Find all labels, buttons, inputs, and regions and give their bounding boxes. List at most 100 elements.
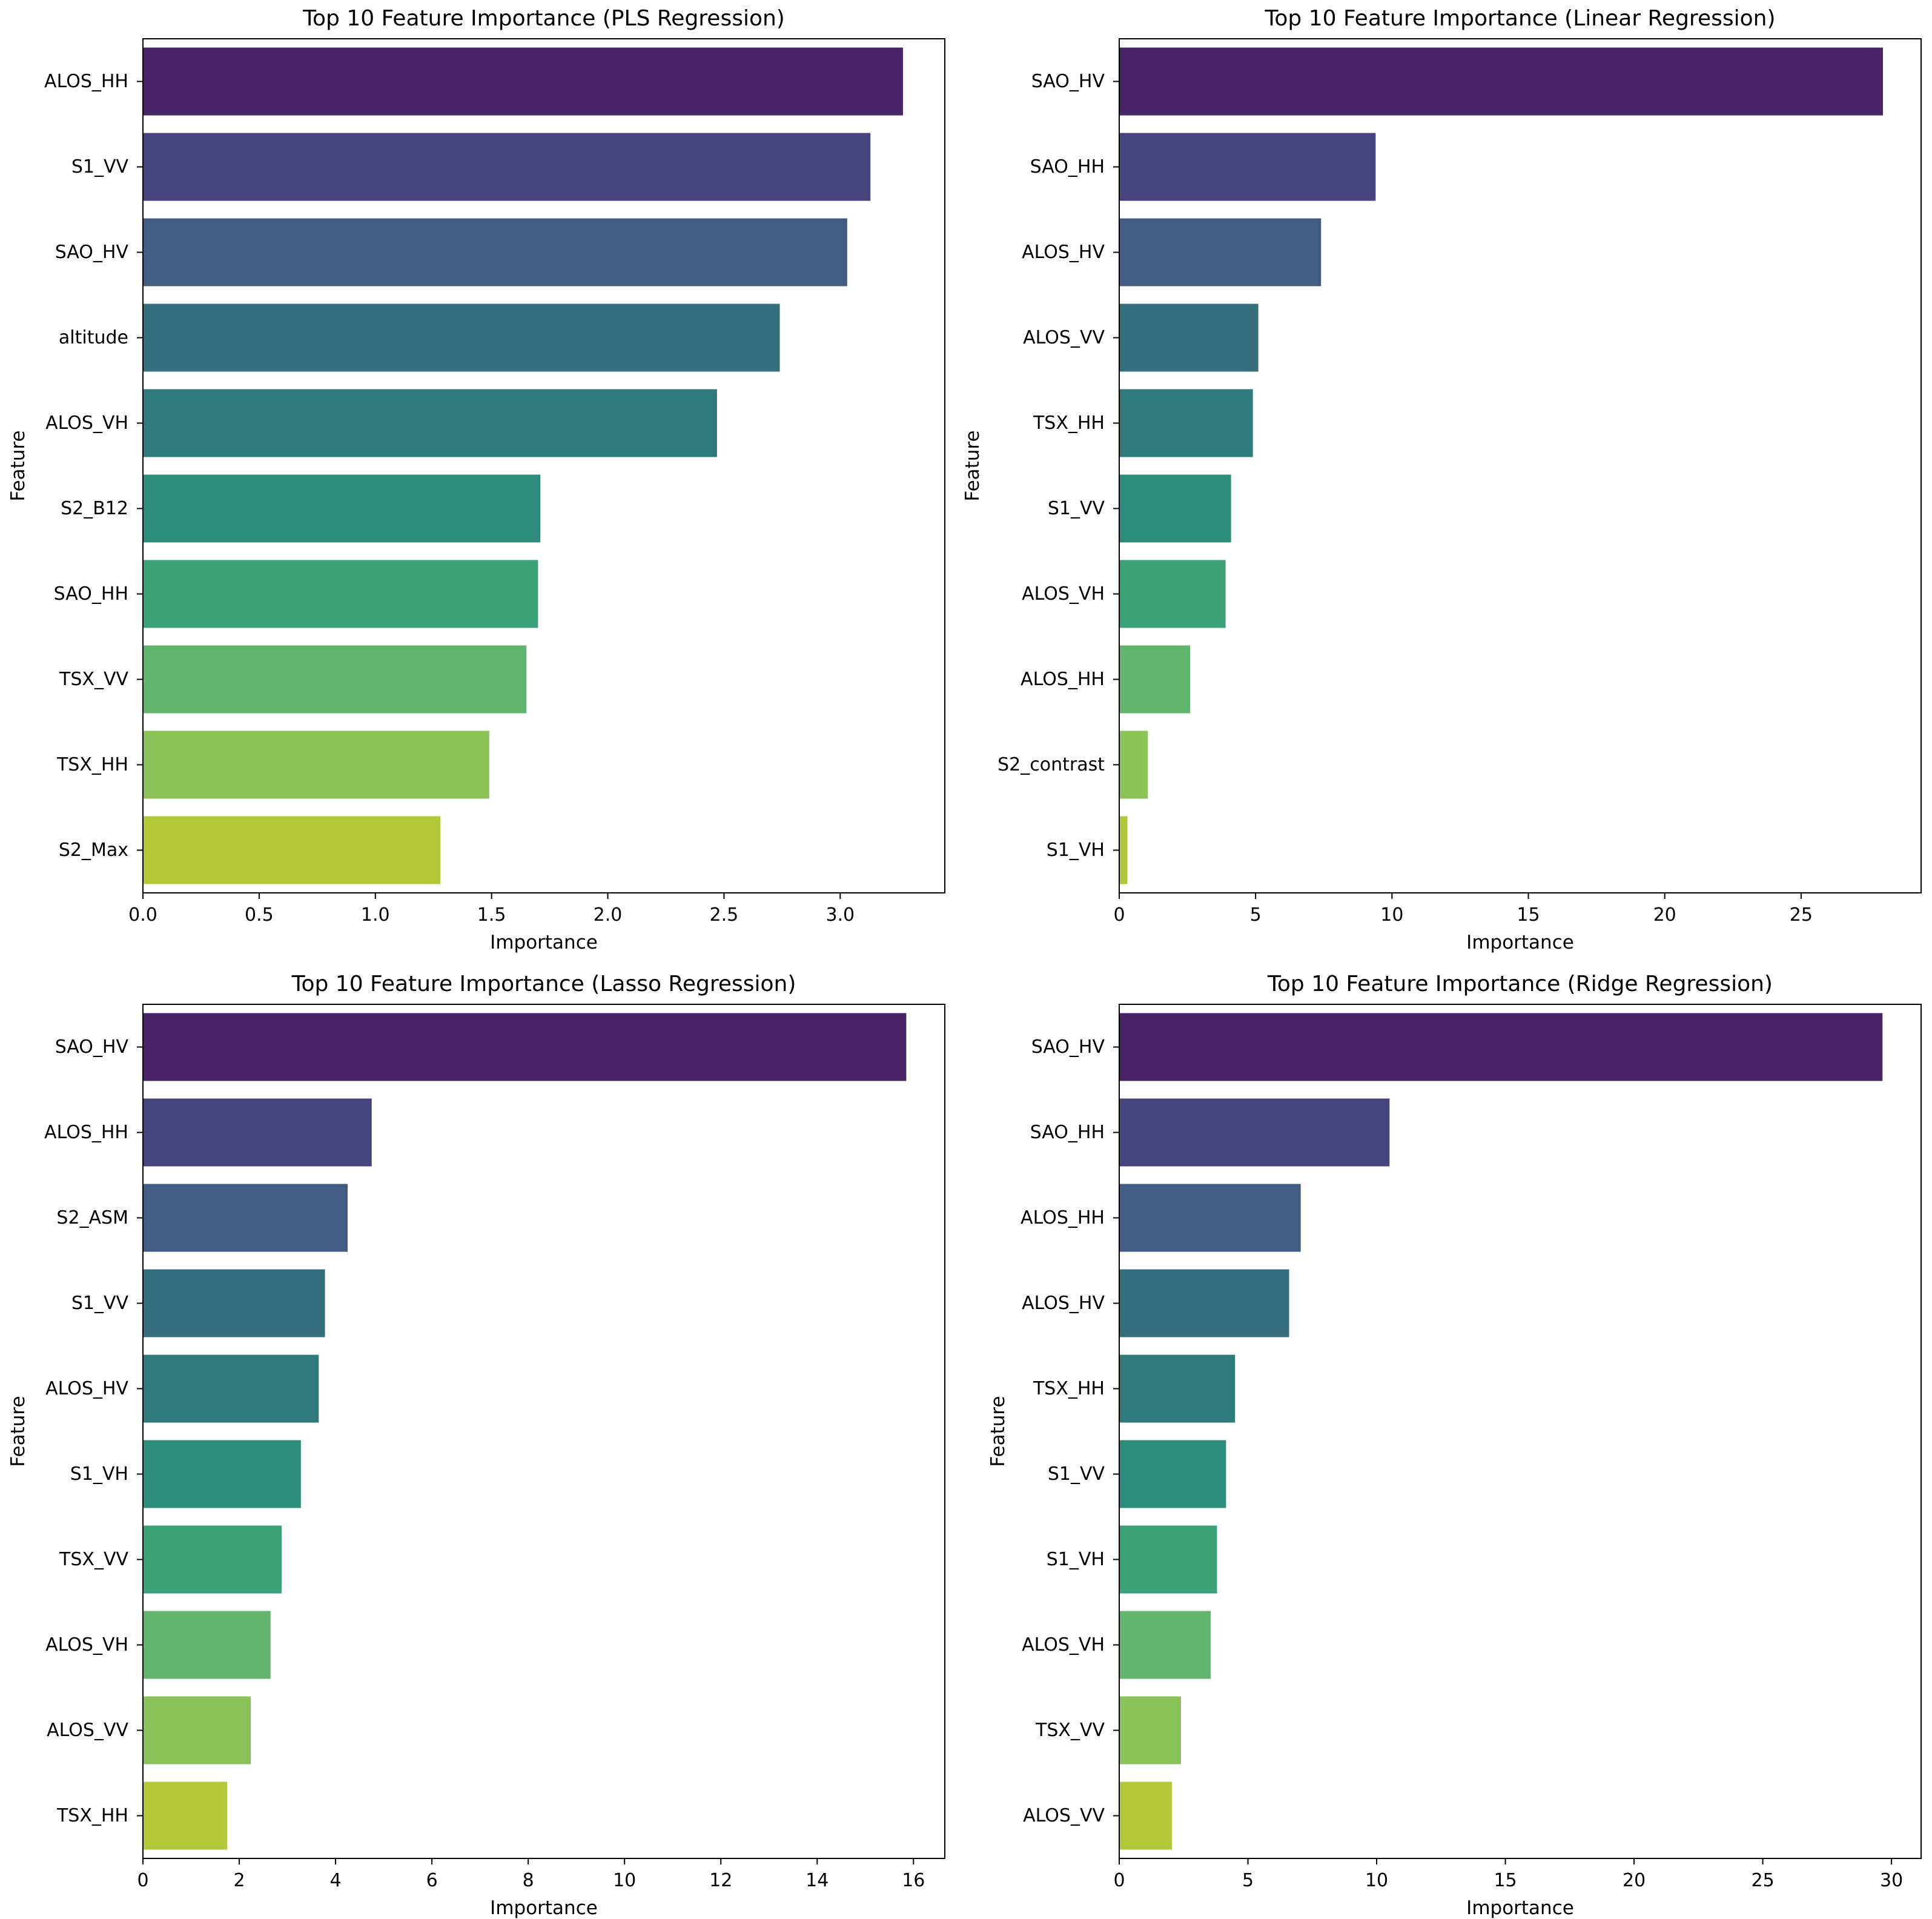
x-tick-label: 15 [1494, 1870, 1517, 1891]
bar [1119, 816, 1128, 884]
y-tick-label: ALOS_HH [44, 71, 128, 92]
bar [1119, 1013, 1883, 1081]
y-tick-group: SAO_HV SAO_HH ALOS_HV ALOS_VV TSX_HH S1_VV ALO… [997, 71, 1119, 861]
bar [143, 1781, 228, 1850]
y-tick-label: ALOS_HV [1022, 242, 1105, 263]
x-tick-label: 3.0 [825, 904, 855, 926]
bar [1119, 1098, 1390, 1167]
bar [143, 816, 441, 884]
bar [1119, 1440, 1226, 1508]
y-tick-label: ALOS_HH [1021, 669, 1105, 690]
y-tick-label: TSX_HH [1033, 1378, 1105, 1399]
y-tick-label: ALOS_VV [1023, 327, 1105, 348]
bar [143, 560, 538, 628]
x-tick-label: 25 [1790, 904, 1813, 926]
x-tick-label: 4 [330, 1870, 342, 1891]
y-tick-label: TSX_HH [56, 1805, 128, 1826]
y-tick-label: ALOS_VH [1022, 583, 1105, 605]
x-tick-label: 0.0 [128, 904, 157, 926]
axes-frame [142, 1004, 945, 1859]
y-tick-label: S1_VV [1048, 498, 1105, 519]
x-axis-label: Importance [490, 1897, 598, 1919]
y-tick-label: S2_ASM [56, 1207, 128, 1228]
bar [143, 1013, 907, 1081]
bar [1119, 1525, 1217, 1594]
x-axis-label: Importance [1466, 932, 1574, 953]
y-tick-label: ALOS_HV [1022, 1293, 1105, 1314]
y-tick-label: ALOS_VV [1023, 1805, 1105, 1826]
y-tick-label: S2_contrast [997, 754, 1105, 775]
y-axis-label: Feature [7, 430, 29, 501]
y-tick-label: TSX_VV [59, 669, 128, 690]
x-tick-group: 0 2 4 6 8 10 12 14 16 [137, 1858, 925, 1891]
axes-frame [1119, 1004, 1922, 1859]
y-axis-label: Feature [987, 1396, 1009, 1467]
x-tick-label: 15 [1517, 904, 1540, 926]
x-tick-label: 10 [1365, 1870, 1388, 1891]
y-tick-label: S1_VV [71, 1293, 129, 1314]
x-tick-label: 20 [1623, 1870, 1646, 1891]
bar [1119, 1184, 1301, 1252]
bar [1119, 303, 1259, 372]
y-tick-label: SAO_HV [1031, 1036, 1105, 1058]
bar [1119, 47, 1883, 116]
bar [1119, 1354, 1236, 1423]
y-tick-label: SAO_HV [55, 1036, 129, 1058]
x-tick-label: 0 [1113, 1870, 1125, 1891]
axes-frame [142, 38, 945, 893]
x-tick-label: 25 [1752, 1870, 1775, 1891]
chart-title: Top 10 Feature Importance (PLS Regressio… [302, 6, 785, 31]
bar [143, 133, 871, 201]
bar [143, 47, 903, 116]
bar [1119, 1781, 1173, 1850]
x-tick-label: 1.5 [477, 904, 506, 926]
bar [143, 1696, 251, 1765]
bar-group [143, 47, 903, 884]
bar [1119, 1611, 1211, 1679]
y-tick-label: ALOS_VH [45, 1634, 128, 1656]
bar [143, 1269, 325, 1337]
x-axis-label: Importance [1466, 1897, 1574, 1919]
axes-frame [1119, 38, 1922, 893]
y-tick-label: SAO_HH [1030, 1122, 1105, 1143]
bar [1119, 731, 1148, 799]
y-tick-group: SAO_HV ALOS_HH S2_ASM S1_VV ALOS_HV S1_VH TSX_… [44, 1036, 143, 1826]
x-tick-label: 1.0 [361, 904, 390, 926]
x-tick-label: 0 [1113, 904, 1125, 926]
bar [143, 731, 489, 799]
y-axis-label: Feature [962, 430, 984, 501]
bar [143, 1354, 319, 1423]
chart-title: Top 10 Feature Importance (Linear Regres… [1265, 6, 1776, 31]
bar [1119, 1269, 1289, 1337]
x-tick-group: 0 5 10 15 20 25 30 [1113, 1858, 1903, 1891]
y-tick-label: TSX_VV [59, 1549, 128, 1570]
y-tick-label: ALOS_VV [47, 1720, 128, 1741]
x-tick-label: 16 [902, 1870, 925, 1891]
y-tick-label: ALOS_HH [1021, 1207, 1105, 1228]
y-tick-label: TSX_VV [1035, 1720, 1105, 1741]
y-tick-label: S1_VV [1048, 1463, 1105, 1485]
bar [1119, 389, 1253, 457]
x-tick-label: 14 [806, 1870, 829, 1891]
chart-title: Top 10 Feature Importance (Lasso Regress… [291, 972, 796, 996]
y-tick-label: ALOS_HV [45, 1378, 128, 1399]
bar [143, 645, 527, 714]
y-tick-label: SAO_HV [55, 242, 129, 263]
x-tick-group: 0 5 10 15 20 25 [1113, 893, 1813, 926]
y-tick-label: S1_VH [1047, 840, 1105, 861]
x-tick-label: 20 [1653, 904, 1676, 926]
y-axis-label: Feature [7, 1396, 29, 1467]
chart-title: Top 10 Feature Importance (Ridge Regress… [1267, 972, 1773, 996]
bar [1119, 645, 1191, 714]
x-tick-label: 2.5 [710, 904, 739, 926]
y-tick-group: ALOS_HH S1_VV SAO_HV altitude ALOS_VH S2_B12 S… [44, 71, 143, 861]
bar [143, 218, 847, 287]
y-tick-group: SAO_HV SAO_HH ALOS_HH ALOS_HV TSX_HH S1_VV S1_… [1021, 1036, 1119, 1826]
x-tick-label: 5 [1242, 1870, 1254, 1891]
x-tick-label: 6 [426, 1870, 438, 1891]
y-tick-label: TSX_HH [1033, 413, 1105, 434]
bar [1119, 218, 1322, 287]
bar [143, 474, 541, 543]
y-tick-label: ALOS_VH [1022, 1634, 1105, 1656]
